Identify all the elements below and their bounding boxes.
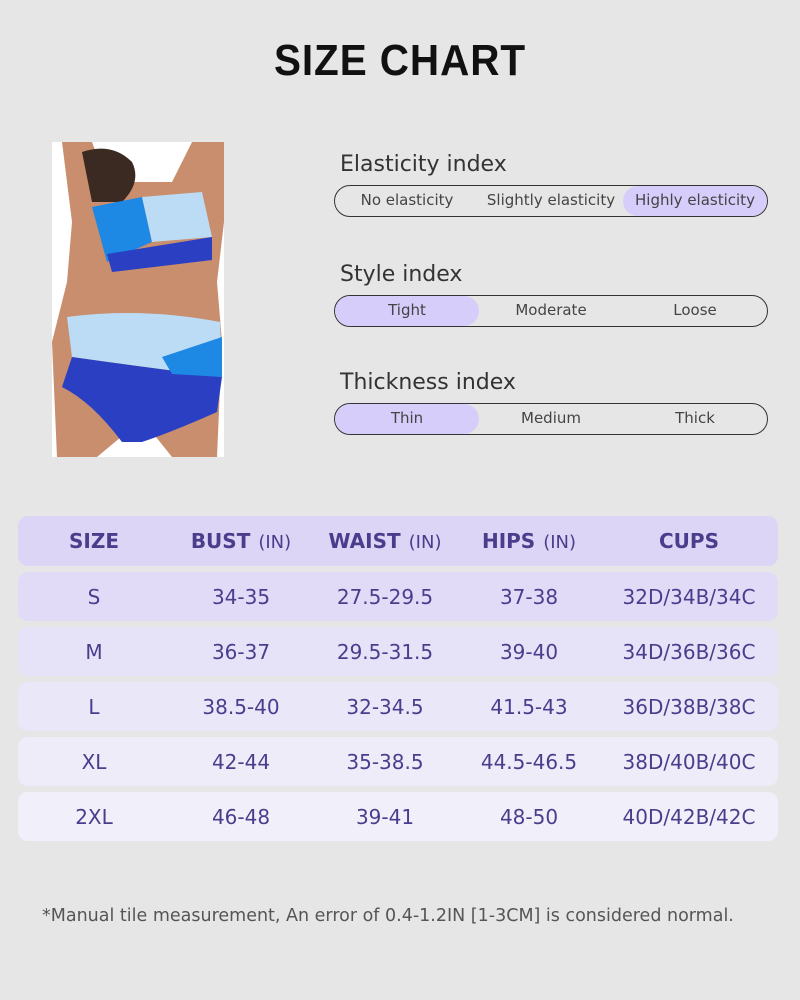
table-cell: XL — [81, 749, 107, 774]
header-waist: WAIST (IN) — [328, 529, 442, 553]
elasticity-index-label: Elasticity index — [340, 152, 507, 177]
table-row: S 34-35 27.5-29.5 37-38 32D/34B/34C — [18, 572, 778, 621]
table-header: SIZE BUST (IN) WAIST (IN) HIPS (IN) CUPS — [18, 516, 778, 566]
option-no-elasticity: No elasticity — [360, 191, 454, 209]
table-row: 2XL 46-48 39-41 48-50 40D/42B/42C — [18, 792, 778, 841]
table-row: L 38.5-40 32-34.5 41.5-43 36D/38B/38C — [18, 682, 778, 731]
size-table: SIZE BUST (IN) WAIST (IN) HIPS (IN) CUPS S 3… — [18, 516, 778, 847]
table-cell: 48-50 — [499, 804, 559, 829]
table-cell: 2XL — [75, 804, 113, 829]
header-cups: CUPS — [659, 529, 719, 553]
table-cell: 27.5-29.5 — [336, 584, 434, 609]
style-index: Style index Tight Moderate Loose — [334, 262, 768, 327]
table-cell: 32D/34B/34C — [622, 584, 756, 609]
table-cell: 29.5-31.5 — [336, 639, 434, 664]
table-cell: 44.5-46.5 — [480, 749, 578, 774]
style-scale: Tight Moderate Loose — [334, 295, 768, 327]
option-medium: Medium — [521, 409, 581, 427]
table-cell: 34D/36B/36C — [622, 639, 756, 664]
table-cell: 42-44 — [211, 749, 271, 774]
table-cell: 38.5-40 — [202, 694, 280, 719]
elasticity-scale: No elasticity Slightly elasticity Highly… — [334, 185, 768, 217]
option-loose: Loose — [673, 301, 717, 319]
table-cell: 41.5-43 — [490, 694, 568, 719]
product-photo — [52, 142, 224, 457]
table-cell: 34-35 — [211, 584, 271, 609]
header-size: SIZE — [68, 529, 119, 553]
table-row: M 36-37 29.5-31.5 39-40 34D/36B/36C — [18, 627, 778, 676]
table-cell: 37-38 — [499, 584, 559, 609]
thickness-index-label: Thickness index — [340, 370, 516, 395]
thickness-index: Thickness index Thin Medium Thick — [334, 370, 768, 435]
table-cell: L — [88, 694, 100, 719]
table-cell: 46-48 — [211, 804, 271, 829]
table-row: XL 42-44 35-38.5 44.5-46.5 38D/40B/40C — [18, 737, 778, 786]
table-cell: 40D/42B/42C — [622, 804, 756, 829]
option-highly-elasticity: Highly elasticity — [623, 186, 767, 216]
option-tight: Tight — [335, 296, 479, 326]
elasticity-index: Elasticity index No elasticity Slightly … — [334, 152, 768, 217]
table-cell: M — [85, 639, 103, 664]
page-title: SIZE CHART — [273, 36, 527, 85]
option-thin: Thin — [335, 404, 479, 434]
thickness-scale: Thin Medium Thick — [334, 403, 768, 435]
table-cell: 36-37 — [211, 639, 271, 664]
table-cell: 32-34.5 — [346, 694, 424, 719]
option-slightly-elasticity: Slightly elasticity — [486, 191, 616, 209]
header-hips: HIPS (IN) — [481, 529, 577, 553]
table-cell: 38D/40B/40C — [622, 749, 756, 774]
option-thick: Thick — [675, 409, 715, 427]
table-cell: 36D/38B/38C — [622, 694, 756, 719]
measurement-note: *Manual tile measurement, An error of 0.… — [42, 906, 734, 926]
option-moderate: Moderate — [515, 301, 587, 319]
table-cell: S — [87, 584, 101, 609]
header-bust: BUST (IN) — [190, 529, 292, 553]
table-cell: 35-38.5 — [346, 749, 424, 774]
style-index-label: Style index — [340, 262, 463, 287]
table-cell: 39-41 — [355, 804, 415, 829]
table-cell: 39-40 — [499, 639, 559, 664]
